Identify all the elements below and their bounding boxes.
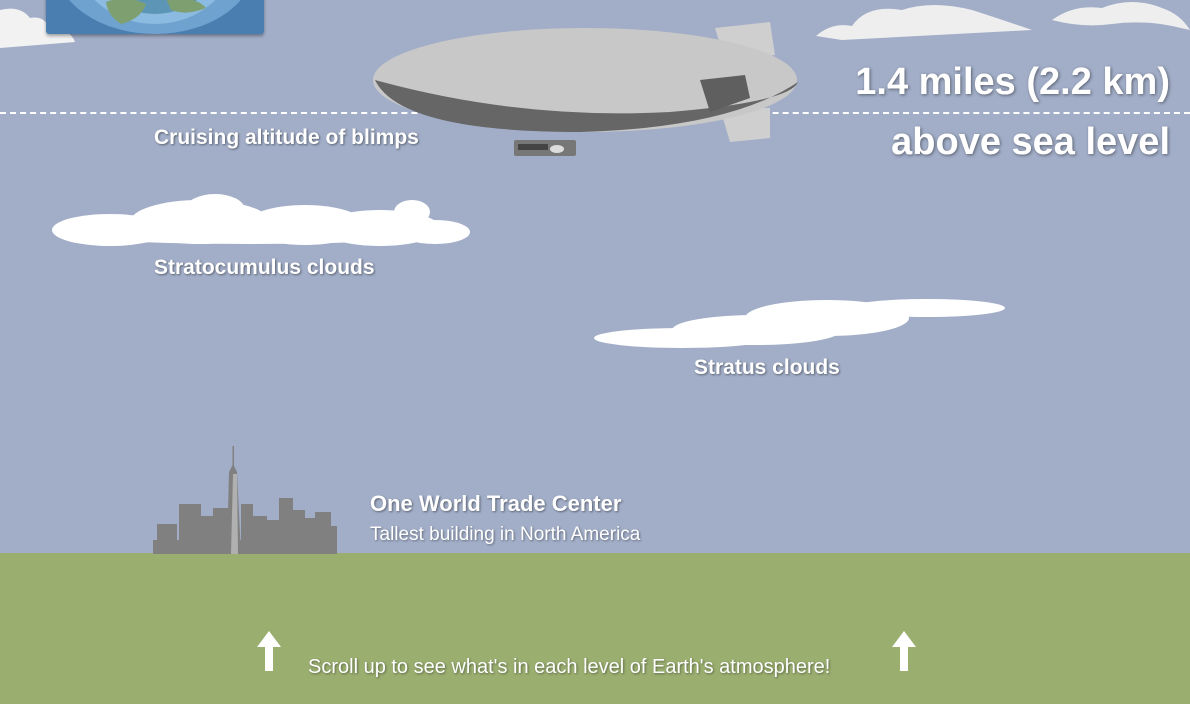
arrow-up-icon[interactable] (891, 631, 917, 673)
stratocumulus-label: Stratocumulus clouds (154, 256, 375, 279)
skyline-icon (153, 446, 337, 554)
blimp-label: Cruising altitude of blimps (154, 126, 419, 149)
wtc-subtitle: Tallest building in North America (370, 524, 641, 545)
scroll-hint: Scroll up to see what's in each level of… (308, 656, 831, 678)
wtc-title: One World Trade Center (370, 491, 622, 516)
top-left-cloud-icon (0, 8, 75, 48)
globe-icon (46, 0, 264, 34)
altitude-miles: 1.4 miles (2.2 km) (855, 61, 1170, 103)
ground (0, 553, 1190, 704)
blimp-icon (373, 22, 798, 156)
stratus-cloud-icon (594, 299, 1005, 348)
altitude-caption: above sea level (891, 121, 1170, 163)
top-right-cloud-icon (816, 2, 1190, 40)
stratocumulus-cloud-icon (52, 194, 470, 246)
stratus-label: Stratus clouds (694, 356, 840, 379)
arrow-up-icon[interactable] (256, 631, 282, 673)
globe-thumbnail-button[interactable] (46, 0, 264, 34)
